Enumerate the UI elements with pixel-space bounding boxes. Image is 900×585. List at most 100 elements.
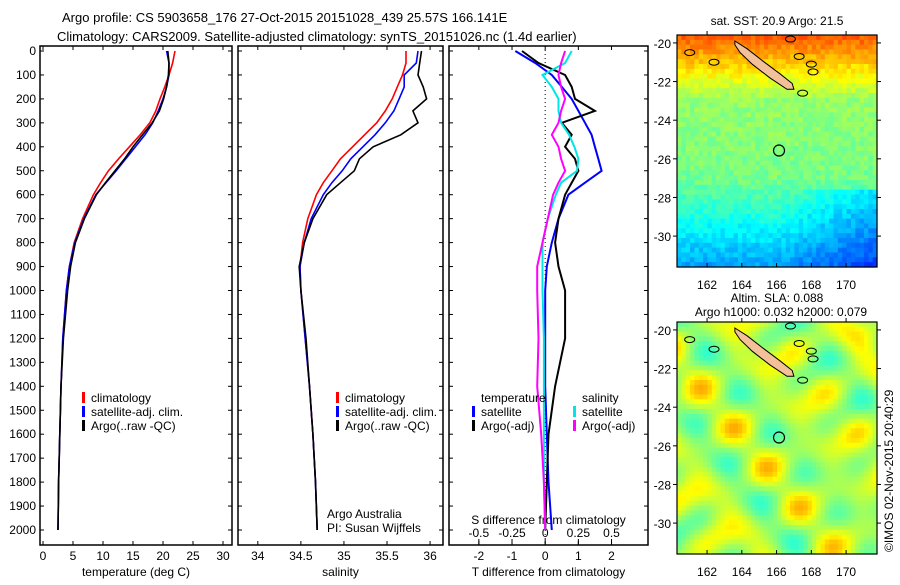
- map-cell: [872, 252, 878, 258]
- lon-tick-label: 166: [767, 565, 787, 579]
- map-cell: [811, 165, 817, 171]
- map-cell: [733, 549, 739, 555]
- map-cell: [768, 228, 774, 234]
- map-cell: [816, 126, 822, 133]
- map-cell: [707, 189, 713, 196]
- map-cell: [768, 213, 774, 220]
- map-cell: [833, 252, 839, 258]
- map-cell: [742, 257, 748, 263]
- map-cell: [720, 491, 726, 497]
- map-cell: [703, 539, 709, 545]
- map-cell: [733, 257, 739, 263]
- map-cell: [729, 428, 735, 434]
- sst-map-title: sat. SST: 20.9 Argo: 21.5: [711, 14, 844, 28]
- map-cell: [863, 112, 869, 118]
- map-cell: [872, 151, 878, 157]
- map-cell: [746, 194, 752, 200]
- map-cell: [694, 394, 700, 400]
- map-cell: [855, 549, 861, 555]
- map-cell: [733, 64, 739, 70]
- map-cell: [716, 184, 722, 191]
- map-cell: [863, 481, 869, 487]
- map-cell: [711, 213, 717, 220]
- map-cell: [807, 549, 813, 555]
- map-cell: [855, 102, 861, 109]
- map-cell: [785, 442, 791, 449]
- map-cell: [859, 59, 865, 65]
- map-cell: [742, 262, 748, 268]
- map-cell: [803, 146, 809, 152]
- map-cell: [846, 97, 852, 104]
- map-cell: [811, 413, 817, 420]
- map-cell: [824, 218, 830, 225]
- map-cell: [811, 491, 817, 497]
- map-cell: [846, 331, 852, 338]
- argo-position-marker: [772, 144, 786, 157]
- map-cell: [850, 68, 856, 75]
- map-cell: [759, 394, 765, 400]
- map-cell: [690, 223, 695, 229]
- x-axis-label: T difference from climatology: [472, 565, 626, 579]
- map-cell: [694, 505, 700, 512]
- map-cell: [707, 122, 713, 128]
- map-cell: [833, 346, 839, 352]
- map-cell: [781, 213, 787, 220]
- map-cell: [685, 404, 691, 410]
- lon-tick-label: 170: [836, 278, 856, 292]
- series-temperature-argo-adj-: [521, 50, 598, 531]
- lon-tick-label: 162: [697, 565, 717, 579]
- map-cell: [777, 64, 782, 70]
- map-cell: [711, 409, 717, 415]
- map-cell: [850, 238, 856, 244]
- map-cell: [711, 59, 717, 65]
- map-cell: [850, 78, 856, 84]
- map-cell: [842, 539, 848, 545]
- map-cell: [742, 442, 748, 449]
- map-cell: [790, 194, 795, 200]
- map-cell: [846, 462, 852, 468]
- map-cell: [759, 365, 765, 371]
- map-cell: [777, 257, 782, 263]
- map-cell: [703, 515, 709, 521]
- map-cell: [777, 54, 782, 60]
- map-cell: [846, 457, 852, 463]
- map-cell: [711, 44, 717, 51]
- map-cell: [772, 331, 778, 338]
- map-cell: [763, 252, 769, 258]
- map-cell: [820, 438, 826, 444]
- map-cell: [690, 394, 695, 400]
- map-cell: [737, 194, 743, 200]
- map-cell: [798, 549, 804, 555]
- map-cell: [763, 529, 769, 536]
- map-cell: [724, 141, 730, 147]
- map-cell: [677, 165, 682, 171]
- map-cell: [716, 204, 722, 210]
- map-cell: [872, 520, 878, 526]
- map-cell: [733, 117, 739, 123]
- map-cell: [859, 418, 865, 425]
- map-cell: [698, 447, 704, 454]
- map-cell: [733, 102, 739, 109]
- map-cell: [677, 331, 682, 338]
- map-cell: [777, 447, 782, 454]
- map-cell: [785, 102, 791, 109]
- map-cell: [798, 409, 804, 415]
- map-cell: [737, 365, 743, 371]
- map-cell: [798, 496, 804, 502]
- map-cell: [811, 136, 817, 142]
- map-cell: [694, 170, 700, 176]
- map-cell: [755, 73, 761, 80]
- map-cell: [781, 471, 787, 478]
- map-cell: [707, 375, 713, 381]
- map-cell: [824, 223, 830, 229]
- map-cell: [677, 238, 682, 244]
- map-cell: [816, 539, 822, 545]
- map-cell: [685, 331, 691, 338]
- map-cell: [681, 170, 687, 176]
- map-cell: [794, 64, 800, 70]
- map-cell: [872, 233, 878, 239]
- map-cell: [837, 370, 843, 376]
- map-cell: [729, 438, 735, 444]
- map-cell: [850, 59, 856, 65]
- map-cell: [724, 189, 730, 196]
